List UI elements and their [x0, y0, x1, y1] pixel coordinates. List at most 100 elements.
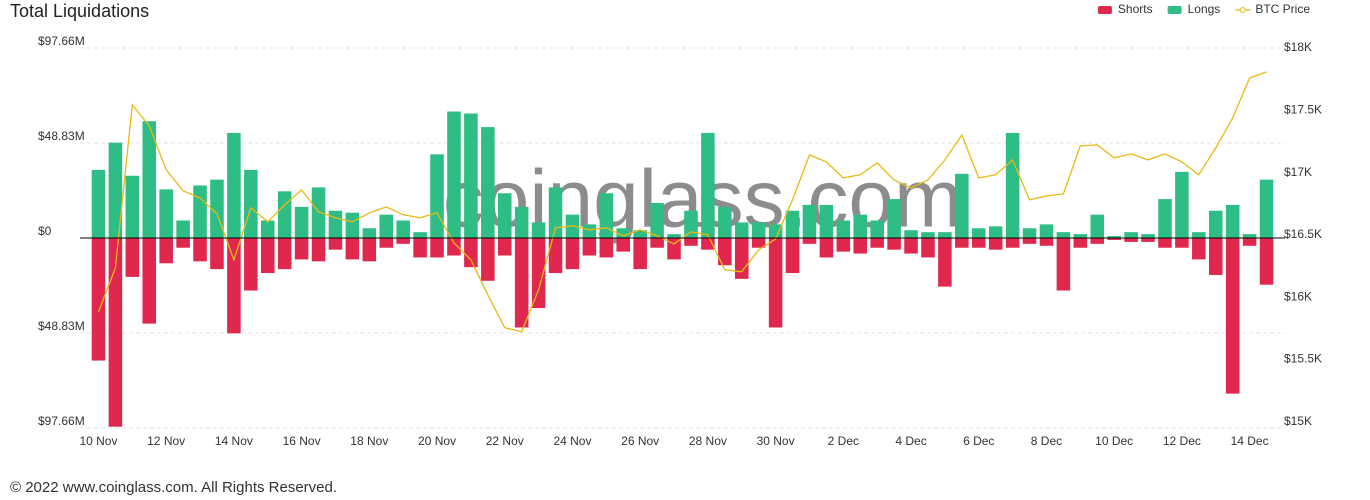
bar [260, 220, 275, 238]
bar [853, 238, 868, 254]
bar [1124, 238, 1138, 242]
bar [244, 238, 258, 291]
bar [396, 238, 410, 244]
bar [1141, 238, 1155, 242]
bar [1192, 232, 1206, 238]
bar [870, 238, 884, 248]
legend-swatch [1167, 6, 1182, 14]
legend-label: BTC Price [1255, 2, 1310, 16]
bar [311, 187, 326, 238]
bar [1158, 238, 1172, 248]
bar [684, 210, 698, 238]
bar [599, 193, 614, 238]
bar [447, 238, 461, 256]
x-tick-label: 22 Nov [486, 434, 524, 448]
bar [142, 238, 157, 324]
bar [1175, 171, 1189, 238]
bar [345, 238, 360, 260]
bar [870, 220, 884, 238]
bar [1208, 210, 1223, 238]
bar [751, 222, 766, 238]
legend-label: Shorts [1118, 2, 1153, 16]
bar [497, 193, 512, 238]
bar [227, 238, 241, 334]
bar [447, 111, 461, 238]
x-tick-label: 20 Nov [418, 434, 456, 448]
bar [260, 238, 275, 274]
bar [751, 238, 766, 248]
bar [294, 238, 309, 260]
bar [921, 232, 935, 238]
bar [1141, 234, 1155, 238]
x-tick-label: 12 Nov [147, 434, 185, 448]
legend: BTC Price Longs Shorts [1097, 2, 1310, 16]
bar [819, 238, 834, 258]
bar [1039, 238, 1054, 246]
bar [904, 238, 918, 254]
bar [1073, 238, 1088, 248]
bar [176, 220, 190, 238]
bar [362, 238, 377, 262]
bar [345, 212, 360, 238]
bar [159, 189, 173, 238]
bar [616, 238, 631, 252]
x-tick-label: 30 Nov [757, 434, 795, 448]
bar [1158, 199, 1172, 238]
bar [836, 220, 851, 238]
bar [1056, 238, 1071, 291]
bar [955, 173, 969, 238]
x-tick-label: 28 Nov [689, 434, 727, 448]
x-tick-label: 10 Dec [1095, 434, 1133, 448]
legend-label: Longs [1188, 2, 1221, 16]
bar [1005, 238, 1020, 248]
bar [125, 175, 140, 238]
bar [1056, 232, 1071, 238]
bar [1073, 234, 1088, 238]
bar [836, 238, 851, 252]
x-tick-label: 12 Dec [1163, 434, 1201, 448]
bar [91, 169, 106, 238]
bar [971, 228, 986, 238]
bar [1022, 238, 1037, 244]
bar [1090, 214, 1105, 238]
y-tick-label: $97.66M [38, 34, 85, 48]
bar [1225, 204, 1240, 238]
bar [430, 238, 444, 258]
legend-swatch [1097, 6, 1112, 14]
bar [514, 206, 529, 238]
bar [971, 238, 986, 248]
bar [819, 204, 834, 238]
bar [734, 238, 749, 279]
chart-title: Total Liquidations [10, 1, 149, 21]
bar [464, 238, 478, 268]
bar [938, 232, 952, 238]
bar [734, 222, 749, 238]
bar [718, 206, 732, 238]
bar [785, 238, 800, 274]
bar [481, 127, 495, 238]
bar [328, 238, 343, 250]
bar [514, 238, 529, 328]
bar [1124, 232, 1138, 238]
bar [481, 238, 495, 281]
bar [464, 113, 478, 238]
bar [176, 238, 190, 248]
bar [565, 238, 580, 270]
bar [379, 238, 394, 248]
bar [1259, 238, 1274, 285]
bar [413, 232, 427, 238]
bar [108, 238, 123, 427]
y-tick-label: $0 [38, 224, 52, 238]
bar [277, 191, 292, 238]
bar [1107, 236, 1121, 238]
x-tick-label: 16 Nov [283, 434, 321, 448]
bar [193, 185, 207, 238]
bar [1039, 224, 1054, 238]
bar [718, 238, 732, 266]
x-tick-label: 18 Nov [350, 434, 388, 448]
bar [159, 238, 173, 264]
bar [227, 132, 241, 238]
bar [599, 238, 614, 258]
bar [1259, 179, 1274, 238]
